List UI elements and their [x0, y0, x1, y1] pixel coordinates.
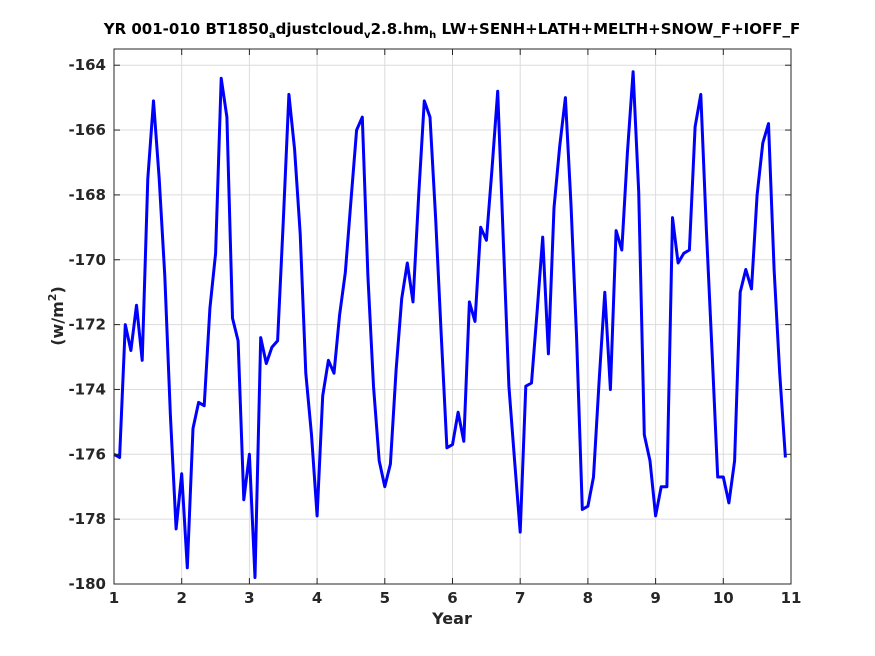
title-subscript-2: v: [364, 30, 371, 41]
x-tick-label: 3: [244, 589, 254, 607]
y-axis-label: (w/m2): [46, 286, 67, 346]
title-part-2: djustcloud: [276, 20, 364, 38]
y-tick-label: -166: [68, 121, 106, 139]
tick-layer: 1 2 3 4 5 6 7 8 9 10 11 -164 -166 -168 -170 -172 -174 -17…: [68, 49, 801, 607]
title-part-4: LW+SENH+LATH+MELTH+SNOW_F+IOFF_F: [436, 20, 800, 38]
y-tick-label: -176: [68, 445, 106, 463]
y-tick-label: -172: [68, 316, 106, 334]
series-line: [113, 70, 787, 579]
x-tick-label: 6: [447, 589, 457, 607]
y-tick-label: -174: [68, 380, 106, 398]
title-subscript-1: a: [269, 30, 276, 41]
x-tick-label: 2: [176, 589, 186, 607]
x-tick-label: 9: [650, 589, 660, 607]
y-label-end: ): [48, 286, 67, 293]
y-tick-label: -164: [68, 56, 106, 74]
y-tick-label: -170: [68, 251, 106, 269]
y-tick-label: -180: [68, 575, 106, 593]
x-tick-label: 8: [583, 589, 593, 607]
x-tick-label: 1: [109, 589, 119, 607]
y-tick-label: -178: [68, 510, 106, 528]
y-tick-label: -168: [68, 186, 106, 204]
title-subscript-3: h: [429, 30, 436, 41]
chart-title: YR 001-010 BT1850adjustcloudv2.8.hmh LW+…: [103, 20, 801, 41]
x-tick-label: 11: [781, 589, 802, 607]
y-label-superscript: 2: [46, 294, 59, 302]
x-tick-label: 10: [713, 589, 734, 607]
x-tick-label: 7: [515, 589, 525, 607]
y-label-base: (w/m: [48, 301, 67, 346]
title-part-1: YR 001-010 BT1850: [103, 20, 269, 38]
title-part-3: 2.8.hm: [371, 20, 430, 38]
x-tick-label: 5: [380, 589, 390, 607]
x-tick-label: 4: [312, 589, 322, 607]
series-layer: [113, 70, 787, 579]
x-axis-label: Year: [431, 609, 472, 628]
